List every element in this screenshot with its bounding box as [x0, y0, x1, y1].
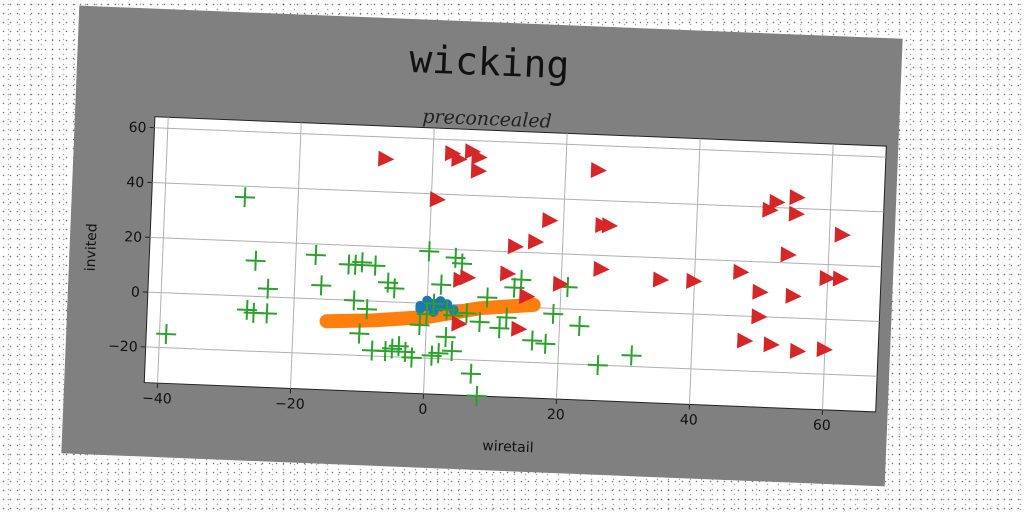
- y-gridline: [145, 346, 878, 377]
- x-tick-label: 40: [680, 412, 698, 429]
- plus-point: [466, 385, 487, 406]
- plus-point: [428, 343, 449, 364]
- plus-point: [431, 274, 452, 295]
- scatter-plot: −40 −20 0 20 40 60 −20 0 20 40 60 wiretail invited: [83, 116, 887, 456]
- triangle-point: [378, 150, 395, 167]
- triangle-point: [593, 260, 610, 277]
- triangle-point: [785, 287, 802, 304]
- plus-point: [621, 345, 642, 366]
- triangle-point: [527, 233, 545, 250]
- triangle-point: [816, 341, 833, 358]
- triangle-point: [752, 283, 769, 300]
- y-gridline: [152, 182, 884, 213]
- grid-lines: [145, 117, 886, 410]
- triangle-point: [737, 332, 754, 349]
- triangle-point: [789, 189, 806, 206]
- plus-point: [416, 304, 437, 325]
- plus-point: [384, 278, 405, 299]
- y-tick-label: 0: [131, 284, 141, 300]
- plus-point: [435, 326, 456, 348]
- y-tick-label: 40: [126, 175, 144, 192]
- x-gridline: [290, 122, 302, 389]
- plus-point: [388, 336, 409, 357]
- x-axis-label: wiretail: [482, 438, 534, 456]
- triangle-point: [832, 270, 850, 287]
- plus-point: [543, 303, 564, 324]
- plus-point: [256, 303, 277, 324]
- plus-point: [156, 324, 177, 345]
- plus-point: [356, 299, 378, 320]
- x-tick-label: −40: [142, 390, 172, 407]
- chart-figure: wicking preconcealed −40 −20 0 20 40 60 −20 0 20…: [61, 5, 903, 487]
- plus-point: [477, 287, 498, 308]
- triangle-point: [733, 263, 750, 280]
- plus-point: [234, 187, 255, 208]
- plus-point: [257, 278, 278, 299]
- plus-point: [489, 318, 510, 339]
- triangle-point: [763, 336, 780, 353]
- plus-point: [569, 315, 590, 336]
- plus-point: [401, 347, 422, 368]
- triangle-point: [451, 315, 468, 332]
- plus-point: [305, 244, 326, 266]
- triangle-point: [499, 265, 517, 282]
- triangle-point: [511, 320, 528, 337]
- y-gridline: [150, 236, 882, 268]
- plus-point: [587, 355, 608, 376]
- triangle-point: [601, 217, 619, 234]
- plus-point: [460, 363, 481, 384]
- x-tick-label: 20: [547, 407, 565, 424]
- y-tick-label: 60: [128, 120, 146, 137]
- triangle-point: [507, 238, 524, 255]
- triangle-point: [819, 269, 836, 286]
- y-gridline: [154, 127, 886, 158]
- triangle-point: [834, 226, 851, 243]
- plus-point: [409, 314, 430, 336]
- triangle-point: [762, 201, 779, 218]
- plus-point: [343, 290, 365, 311]
- plus-point: [352, 252, 373, 273]
- plus-point: [419, 241, 440, 262]
- plus-point: [245, 250, 266, 271]
- x-gridline: [555, 133, 568, 400]
- plus-point: [522, 330, 543, 351]
- red-triangle-series: [378, 143, 851, 359]
- axis-ticks: −40 −20 0 20 40 60 −20 0 20 40 60: [108, 120, 831, 434]
- plus-point: [441, 340, 462, 362]
- plus-point: [349, 323, 370, 344]
- x-tick-label: 0: [418, 402, 428, 418]
- triangle-point: [429, 191, 446, 208]
- triangle-point: [470, 162, 488, 179]
- plus-point: [511, 269, 532, 290]
- y-axis-label: invited: [83, 223, 101, 272]
- x-gridline: [157, 117, 169, 384]
- x-tick-label: −20: [275, 396, 305, 413]
- triangle-point: [751, 308, 768, 325]
- plus-point: [311, 275, 332, 296]
- plot-area: [143, 116, 887, 413]
- triangle-point: [769, 193, 786, 210]
- plus-point: [496, 307, 517, 328]
- x-tick-label: 60: [813, 417, 831, 434]
- plus-point: [423, 293, 444, 314]
- triangle-point: [780, 246, 797, 263]
- plus-point: [535, 333, 556, 354]
- triangle-point: [542, 212, 559, 229]
- triangle-point: [552, 275, 570, 292]
- triangle-point: [453, 271, 470, 288]
- triangle-point: [686, 272, 703, 289]
- y-tick-label: 20: [124, 229, 142, 246]
- plus-point: [469, 311, 490, 332]
- triangle-point: [471, 148, 488, 165]
- triangle-point: [789, 342, 807, 359]
- plus-point: [365, 255, 386, 276]
- triangle-point: [519, 288, 536, 305]
- triangle-point: [590, 161, 607, 178]
- triangle-point: [451, 150, 468, 167]
- plus-point: [456, 303, 477, 324]
- y-tick-label: −20: [108, 338, 138, 355]
- triangle-point: [788, 205, 806, 222]
- triangle-point: [652, 271, 670, 288]
- x-gridline: [688, 138, 701, 405]
